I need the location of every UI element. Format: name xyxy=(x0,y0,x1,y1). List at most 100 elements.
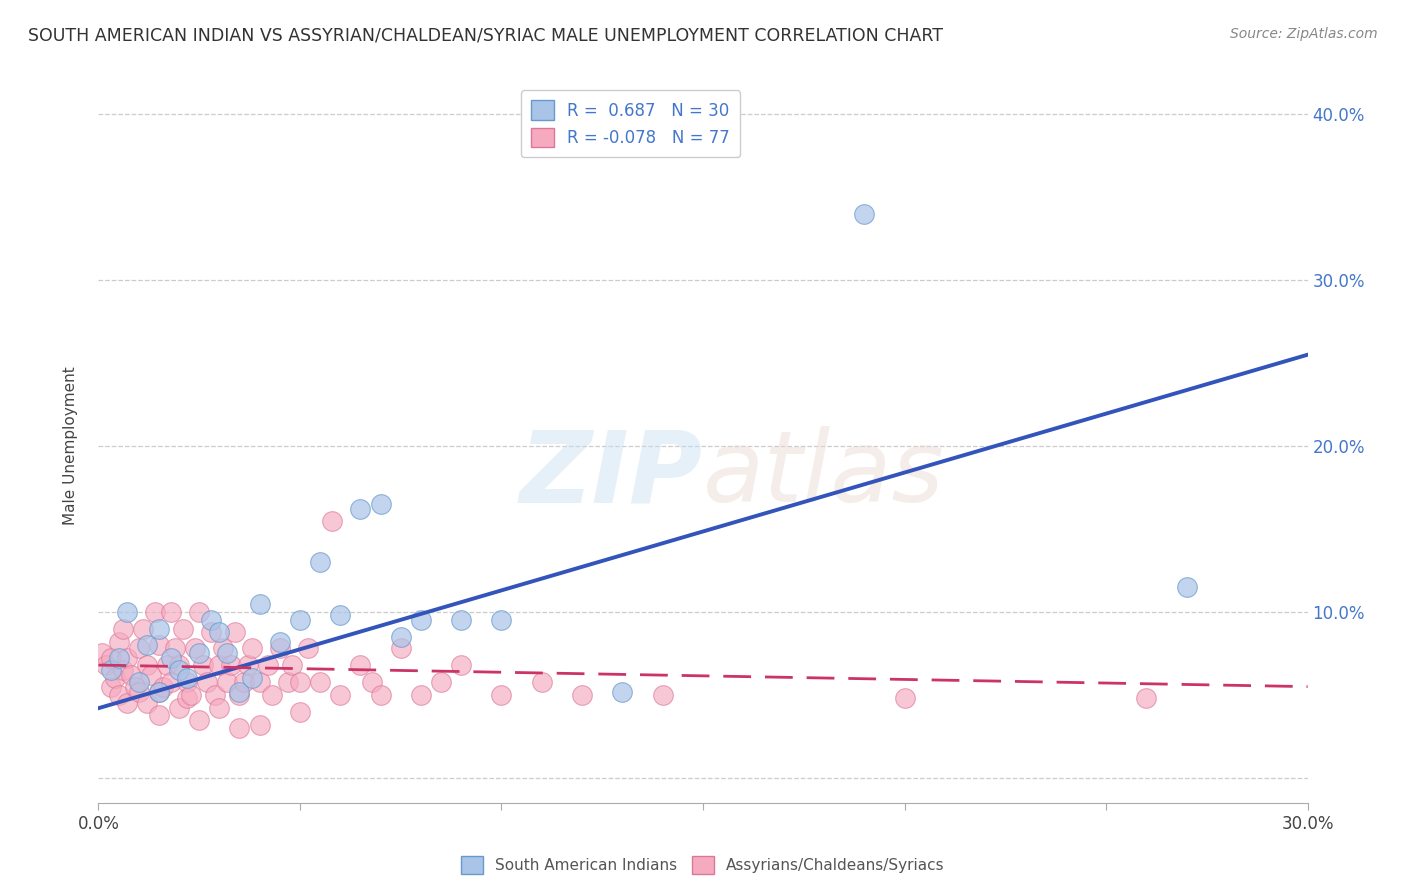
Point xyxy=(100,651,122,665)
Point xyxy=(260,688,283,702)
Point xyxy=(450,658,472,673)
Point xyxy=(409,613,432,627)
Point xyxy=(571,688,593,702)
Point xyxy=(160,605,183,619)
Point xyxy=(297,641,319,656)
Point xyxy=(100,680,122,694)
Point xyxy=(249,674,271,689)
Point xyxy=(184,641,207,656)
Point xyxy=(893,691,915,706)
Point xyxy=(409,688,432,702)
Point xyxy=(195,674,218,689)
Point xyxy=(135,638,157,652)
Point xyxy=(612,684,634,698)
Point xyxy=(651,688,673,702)
Point xyxy=(228,684,250,698)
Point xyxy=(232,674,254,689)
Point xyxy=(361,674,384,689)
Point xyxy=(143,605,166,619)
Point xyxy=(370,497,392,511)
Text: ZIP: ZIP xyxy=(520,426,703,523)
Point xyxy=(389,641,412,656)
Point xyxy=(236,658,259,673)
Text: Source: ZipAtlas.com: Source: ZipAtlas.com xyxy=(1230,27,1378,41)
Point xyxy=(288,613,311,627)
Point xyxy=(329,608,352,623)
Point xyxy=(128,684,150,698)
Point xyxy=(176,671,198,685)
Point xyxy=(128,674,150,689)
Y-axis label: Male Unemployment: Male Unemployment xyxy=(63,367,77,525)
Point xyxy=(107,688,129,702)
Point xyxy=(148,707,170,722)
Point xyxy=(217,647,239,661)
Point xyxy=(103,671,125,685)
Point xyxy=(176,674,198,689)
Point xyxy=(530,674,553,689)
Legend: R =  0.687   N = 30, R = -0.078   N = 77: R = 0.687 N = 30, R = -0.078 N = 77 xyxy=(520,90,740,157)
Point xyxy=(167,701,190,715)
Point xyxy=(430,674,453,689)
Point xyxy=(212,641,235,656)
Point xyxy=(491,613,513,627)
Point xyxy=(309,674,332,689)
Point xyxy=(288,705,311,719)
Point xyxy=(135,696,157,710)
Point xyxy=(148,684,170,698)
Point xyxy=(329,688,352,702)
Point xyxy=(224,624,246,639)
Point xyxy=(221,658,243,673)
Point xyxy=(128,641,150,656)
Point xyxy=(228,688,250,702)
Point xyxy=(124,680,146,694)
Point xyxy=(115,651,138,665)
Point xyxy=(188,605,211,619)
Point xyxy=(111,622,134,636)
Point xyxy=(249,718,271,732)
Point xyxy=(172,622,194,636)
Text: atlas: atlas xyxy=(703,426,945,523)
Point xyxy=(1135,691,1157,706)
Point xyxy=(349,502,371,516)
Point xyxy=(148,638,170,652)
Point xyxy=(450,613,472,627)
Point xyxy=(152,680,174,694)
Point xyxy=(281,658,304,673)
Point xyxy=(193,658,215,673)
Point xyxy=(228,721,250,735)
Point xyxy=(111,663,134,677)
Point xyxy=(100,663,122,677)
Point xyxy=(269,635,291,649)
Point xyxy=(204,688,226,702)
Point xyxy=(349,658,371,673)
Point xyxy=(163,641,186,656)
Legend: South American Indians, Assyrians/Chaldeans/Syriacs: South American Indians, Assyrians/Chalde… xyxy=(456,850,950,880)
Point xyxy=(135,658,157,673)
Point xyxy=(120,668,142,682)
Point xyxy=(176,691,198,706)
Point xyxy=(148,684,170,698)
Point xyxy=(107,635,129,649)
Point xyxy=(115,696,138,710)
Point xyxy=(277,674,299,689)
Point xyxy=(188,647,211,661)
Point xyxy=(321,514,343,528)
Point xyxy=(240,671,263,685)
Point xyxy=(188,713,211,727)
Point xyxy=(96,658,118,673)
Point xyxy=(132,622,155,636)
Point xyxy=(217,674,239,689)
Point xyxy=(1175,580,1198,594)
Point xyxy=(208,658,231,673)
Point xyxy=(115,605,138,619)
Point xyxy=(167,663,190,677)
Point xyxy=(269,641,291,656)
Point xyxy=(249,597,271,611)
Point xyxy=(200,624,222,639)
Point xyxy=(200,613,222,627)
Text: SOUTH AMERICAN INDIAN VS ASSYRIAN/CHALDEAN/SYRIAC MALE UNEMPLOYMENT CORRELATION : SOUTH AMERICAN INDIAN VS ASSYRIAN/CHALDE… xyxy=(28,27,943,45)
Point xyxy=(288,674,311,689)
Point xyxy=(160,674,183,689)
Point xyxy=(156,658,179,673)
Point xyxy=(167,658,190,673)
